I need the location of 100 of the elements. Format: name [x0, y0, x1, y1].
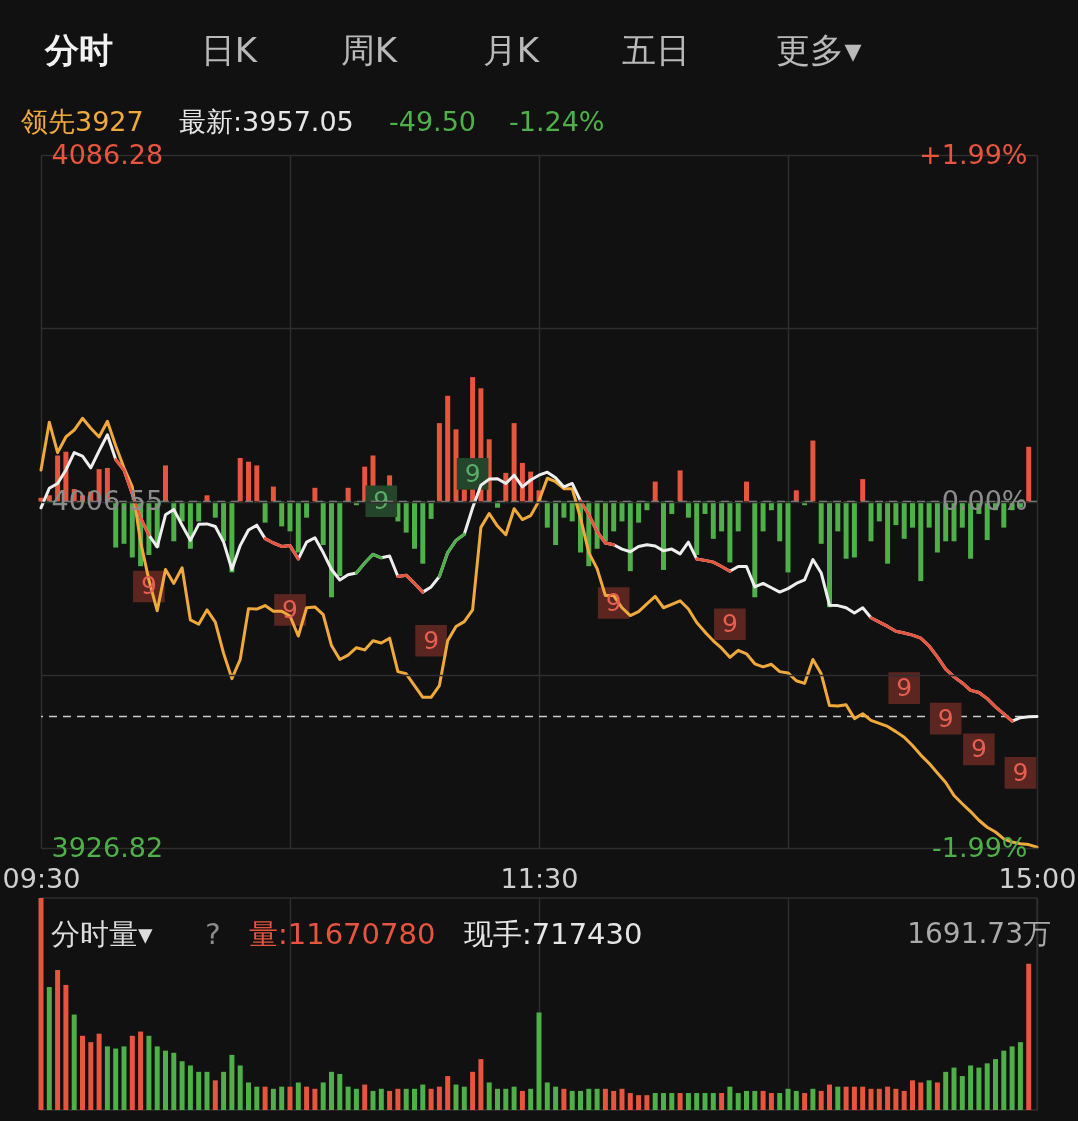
bar: [196, 501, 202, 522]
bar: [851, 501, 857, 558]
bar: [221, 1071, 227, 1110]
bar: [768, 1093, 774, 1110]
bar: [885, 501, 891, 564]
bar: [835, 501, 841, 532]
bar: [1017, 1042, 1023, 1110]
bar: [362, 1084, 368, 1110]
bar: [777, 1093, 783, 1110]
bar: [901, 1090, 907, 1110]
bar: [710, 501, 716, 539]
bar: [403, 1088, 409, 1110]
bar: [262, 501, 268, 523]
bar: [968, 1065, 974, 1110]
y2-tick-label: -1.99%: [931, 831, 1028, 863]
bar: [910, 1080, 915, 1110]
bar: [511, 423, 517, 502]
bar: [810, 440, 816, 502]
bar: [636, 1095, 642, 1110]
bar: [827, 1084, 832, 1110]
bar: [793, 1090, 799, 1110]
bar: [843, 1086, 849, 1110]
bar: [146, 1035, 152, 1110]
text: 分时: [44, 30, 113, 70]
bar: [187, 1065, 193, 1110]
text: 最新:3957.05: [179, 106, 354, 137]
bar: [503, 1088, 509, 1110]
text: 9: [721, 609, 738, 639]
bar: [827, 501, 832, 608]
text: 领先3927: [21, 106, 144, 137]
bar: [262, 1086, 268, 1110]
bar: [802, 1093, 808, 1110]
bar: [495, 1088, 500, 1110]
bar: [810, 1088, 816, 1110]
bar: [329, 501, 334, 598]
bar: [860, 1086, 866, 1110]
bar: [652, 1093, 658, 1110]
bar: [661, 1093, 666, 1110]
text: -49.50: [389, 106, 477, 137]
bar: [304, 501, 310, 518]
bar: [885, 1086, 891, 1110]
bar: [129, 1035, 135, 1110]
bar: [254, 1086, 260, 1110]
annotation: 分时量▾: [51, 917, 153, 951]
bar: [793, 490, 799, 502]
bar: [744, 1090, 749, 1110]
bar: [312, 487, 318, 502]
bar: [777, 501, 783, 542]
text: 9: [423, 625, 440, 655]
bar: [320, 501, 326, 546]
bar: [910, 501, 915, 528]
bar: [113, 1048, 119, 1110]
bar: [412, 501, 417, 549]
bar: [926, 501, 932, 528]
bar: [694, 1093, 700, 1110]
text: 日K: [200, 30, 259, 70]
bar: [304, 1086, 310, 1110]
text: 9: [1012, 757, 1029, 787]
bar: [461, 1086, 467, 1110]
bar: [561, 1088, 567, 1110]
bar: [636, 501, 642, 523]
bar: [627, 1093, 633, 1110]
bar: [179, 1061, 185, 1110]
bar: [270, 1088, 276, 1110]
bar: [104, 1046, 110, 1110]
bar: [337, 501, 343, 577]
bar: [445, 1076, 451, 1110]
bar: [329, 1071, 334, 1110]
bar: [760, 1090, 766, 1110]
bar: [860, 479, 866, 502]
y-tick-label: 4086.28: [51, 138, 164, 170]
bar: [818, 1090, 824, 1110]
bar: [519, 1090, 525, 1110]
bar: [835, 1086, 841, 1110]
bar: [934, 501, 940, 553]
bar: [412, 1088, 417, 1110]
bar: [685, 501, 691, 518]
bar: [677, 470, 683, 502]
bar: [611, 501, 617, 532]
bar: [918, 1082, 924, 1110]
bar: [337, 1073, 343, 1110]
bar: [851, 1086, 857, 1110]
bar: [561, 501, 567, 518]
bar: [677, 1093, 683, 1110]
bar: [295, 1082, 301, 1110]
bar: [594, 1088, 600, 1110]
bar: [420, 501, 426, 564]
bar: [71, 1014, 77, 1110]
annotation: 量:11670780: [249, 917, 436, 951]
bar: [237, 457, 243, 502]
bar: [1026, 963, 1032, 1110]
bar: [246, 1082, 251, 1110]
bar: [478, 1059, 484, 1110]
bar: [395, 1088, 401, 1110]
text: 更多▾: [776, 30, 862, 70]
bar: [154, 1046, 160, 1110]
bar: [727, 501, 733, 563]
bar: [569, 1090, 575, 1110]
bar: [171, 1052, 177, 1110]
bar: [163, 1050, 168, 1110]
